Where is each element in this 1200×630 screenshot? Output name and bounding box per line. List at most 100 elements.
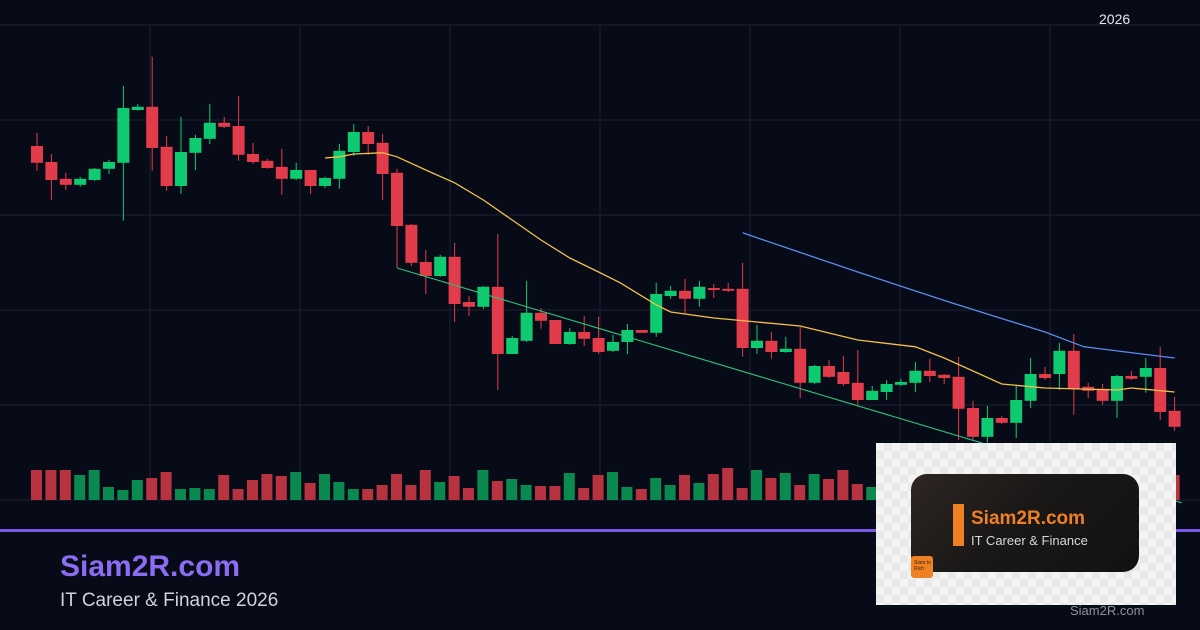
candle-body — [117, 108, 130, 163]
candle-body — [736, 288, 749, 348]
volume-bar — [74, 475, 86, 500]
logo-badge: Siam to Rich — [911, 556, 933, 578]
watermark: Siam2R.com — [1070, 603, 1145, 618]
candle-body — [59, 178, 72, 185]
volume-bar — [520, 485, 532, 500]
candle-body — [1096, 388, 1109, 401]
candle-body — [506, 338, 519, 354]
volume-bar — [103, 487, 114, 500]
volume-bar — [635, 489, 647, 500]
volume-bar — [175, 489, 186, 500]
candle-body — [189, 138, 202, 153]
candle-body — [535, 312, 547, 321]
candle-body — [1168, 410, 1181, 427]
volume-bar — [679, 475, 690, 500]
volume-bar — [232, 489, 244, 500]
volume-bar — [88, 470, 100, 500]
candle-body — [635, 330, 648, 333]
volume-bar — [319, 474, 330, 500]
time-axis-label: 2026 — [1099, 11, 1131, 27]
logo-card: Siam2R.com IT Career & Finance Siam to R… — [876, 443, 1176, 605]
candle-body — [88, 168, 101, 180]
volume-bar — [736, 488, 748, 500]
candle-body — [549, 320, 562, 344]
candle-body — [967, 408, 979, 437]
candle-body — [779, 348, 792, 352]
candle-body — [952, 376, 965, 409]
candle-body — [160, 146, 173, 186]
candle-body — [333, 150, 346, 179]
volume-bar — [693, 483, 705, 500]
volume-bar — [31, 470, 42, 500]
grid-lines — [0, 24, 1200, 501]
volume-bar — [203, 489, 215, 500]
volume-bar — [851, 484, 863, 500]
volume-bar — [146, 478, 158, 500]
candle-body — [103, 162, 115, 169]
candle-body — [851, 382, 864, 400]
volume-bar — [218, 475, 230, 500]
candle-body — [491, 286, 504, 354]
candle-body — [607, 342, 619, 351]
candle-body — [175, 152, 187, 186]
candle-body — [794, 348, 807, 383]
candle-body — [261, 160, 274, 168]
candle-body — [203, 122, 216, 139]
volume-bar — [866, 487, 878, 500]
moving-average-fast — [324, 152, 1175, 393]
candle-body — [362, 132, 375, 144]
logo-name: Siam2R.com — [971, 508, 1086, 529]
candle-body — [347, 132, 360, 152]
candle-body — [823, 366, 835, 377]
volume-bar — [549, 486, 561, 500]
candle-body — [319, 178, 331, 186]
volume-bar — [333, 482, 345, 500]
candle-body — [218, 122, 231, 127]
candle-body — [866, 390, 879, 400]
volume-bar — [722, 468, 734, 500]
volume-bar — [808, 474, 820, 500]
candle-body — [1111, 376, 1123, 401]
moving-average-slow — [742, 232, 1175, 359]
candle-body — [1154, 368, 1167, 412]
volume-bar — [376, 485, 388, 500]
volume-bar — [506, 479, 518, 500]
divider-line — [0, 529, 1200, 532]
candle-body — [722, 288, 735, 291]
volume-bar — [189, 488, 201, 500]
volume-bar — [837, 470, 849, 500]
volume-bar — [391, 474, 402, 500]
candle-body — [895, 382, 907, 385]
volume-bar — [117, 490, 129, 500]
volume-bar — [290, 472, 302, 500]
volume-bar — [491, 481, 503, 500]
volume-bar — [405, 485, 417, 500]
candle-body — [1024, 374, 1037, 401]
candle-body — [563, 332, 576, 344]
volume-bar — [592, 475, 604, 500]
candle-body — [419, 262, 432, 276]
candle-body — [808, 366, 821, 383]
candle-body — [146, 106, 159, 148]
candle-body — [232, 126, 245, 155]
volume-bar — [45, 470, 57, 500]
volume-bar — [707, 474, 719, 500]
candle-body — [751, 340, 763, 348]
candle-body — [981, 418, 994, 437]
brand-tagline: IT Career & Finance 2026 — [60, 590, 279, 611]
candle-body — [74, 178, 87, 185]
candle-body — [765, 340, 778, 352]
candle-body — [938, 374, 951, 378]
volume-bar — [765, 478, 777, 500]
volume-bar — [463, 488, 474, 500]
volume-bar — [535, 486, 546, 500]
volume-bar — [621, 487, 633, 500]
volume-bar — [160, 472, 172, 500]
volume-bar — [247, 480, 258, 500]
volume-bar — [607, 472, 618, 500]
candle-body — [923, 370, 936, 376]
candle-body — [477, 286, 490, 307]
candle-body — [1053, 350, 1066, 374]
candle-body — [434, 256, 447, 276]
volume-bar — [59, 470, 71, 500]
